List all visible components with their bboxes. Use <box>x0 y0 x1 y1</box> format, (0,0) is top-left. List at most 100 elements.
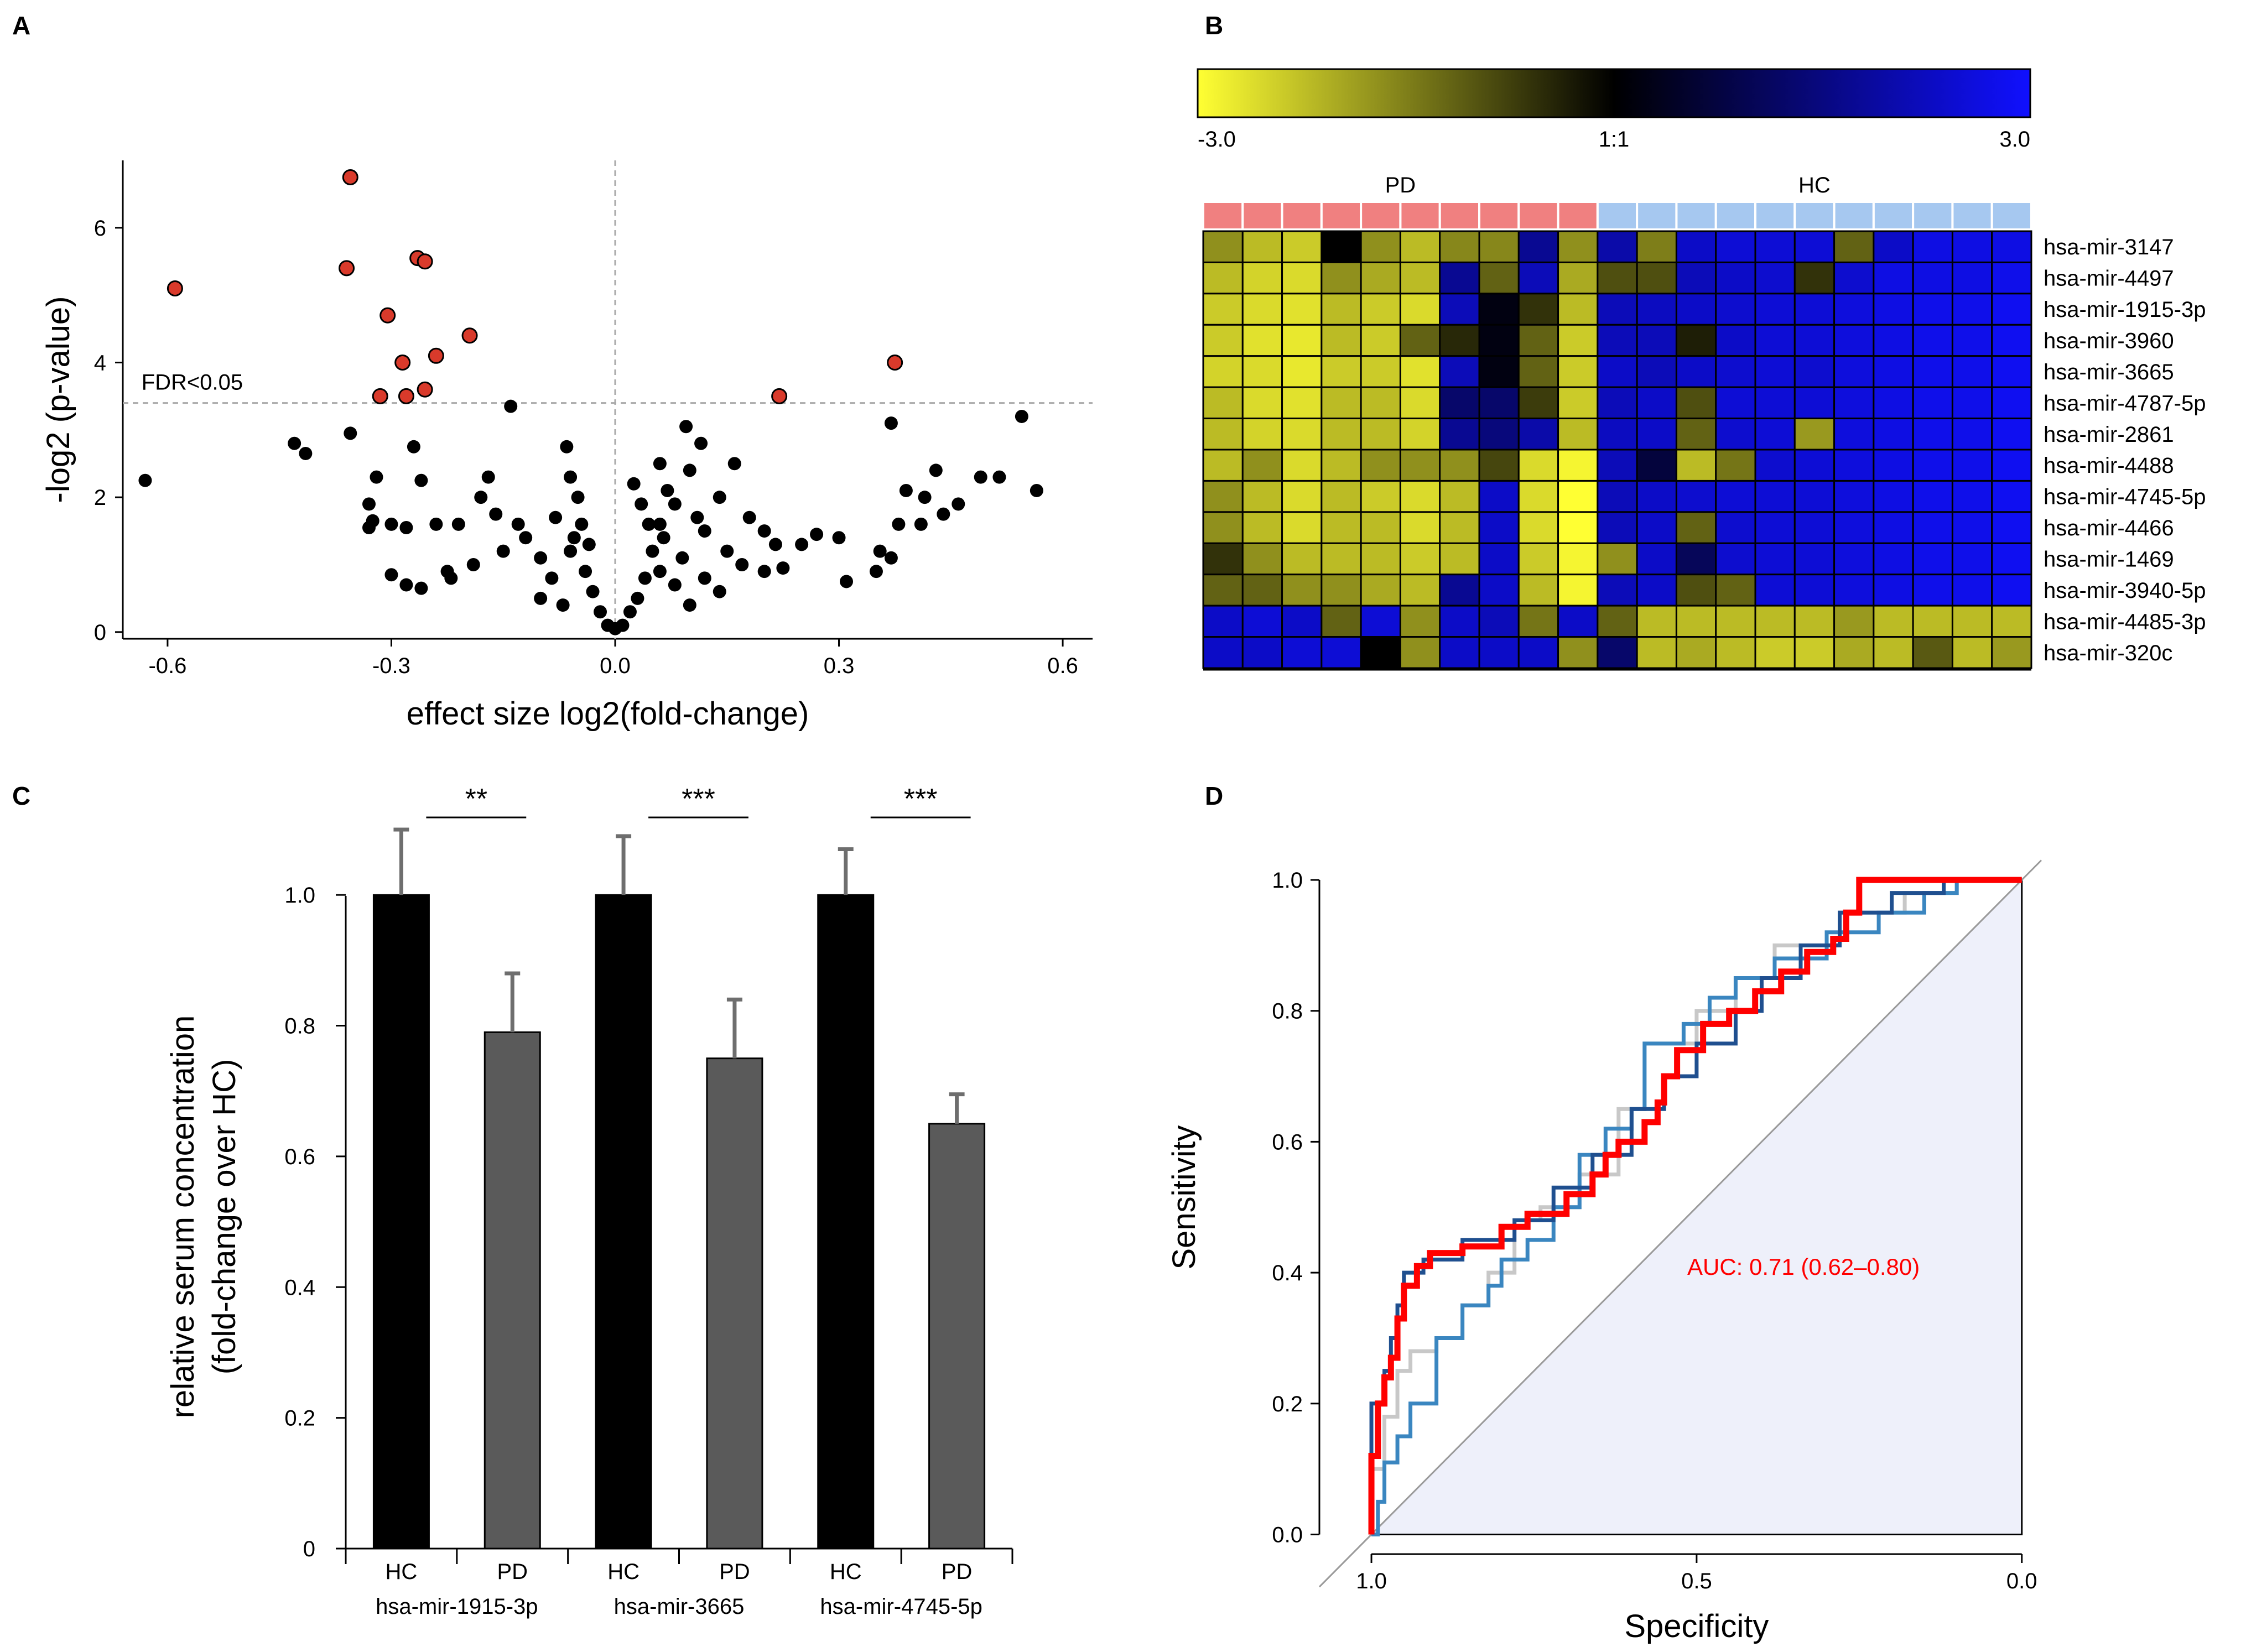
data-point <box>899 483 913 497</box>
heatmap-cell <box>1320 293 1362 326</box>
y-tick-label: 0.8 <box>1272 999 1303 1024</box>
data-point <box>675 551 689 565</box>
data-point <box>534 551 548 565</box>
heatmap-cell <box>1873 449 1914 482</box>
data-point <box>496 544 510 558</box>
heatmap-cell <box>1241 511 1283 544</box>
group-annotation-cell <box>1833 201 1875 231</box>
heatmap-cell <box>1241 480 1283 513</box>
heatmap-cell <box>1873 230 1914 263</box>
heatmap-cell <box>1241 386 1283 420</box>
heatmap-cell <box>1399 293 1441 326</box>
data-point <box>504 399 518 413</box>
y-tick-label: 0.6 <box>1272 1130 1303 1154</box>
heatmap-cell <box>1675 386 1717 420</box>
heatmap-cell <box>1675 293 1717 326</box>
data-point <box>698 524 711 538</box>
group-annotation-cell <box>1281 201 1323 231</box>
heatmap-cell <box>1754 230 1796 263</box>
group-annotation-cell <box>1320 201 1363 231</box>
heatmap-cell <box>1399 261 1441 295</box>
row-label: hsa-mir-4488 <box>2044 454 2174 478</box>
heatmap-cell <box>1636 636 1677 669</box>
data-point <box>914 517 928 531</box>
x-category-label: PD <box>719 1560 750 1584</box>
data-point <box>668 497 682 511</box>
heatmap-cell <box>1439 480 1480 513</box>
heatmap-cell <box>1715 480 1756 513</box>
color-scale-mid-label: 1:1 <box>1599 127 1630 152</box>
heatmap-cell <box>1281 355 1323 388</box>
heatmap-cell <box>1754 418 1796 451</box>
heatmap-cell <box>1202 480 1244 513</box>
heatmap-cell <box>1202 418 1244 451</box>
heatmap-cell <box>1320 636 1362 669</box>
heatmap-cell <box>1517 636 1559 669</box>
heatmap-cell <box>1754 480 1796 513</box>
heatmap-cell <box>1991 636 2032 669</box>
y-tick-label: 1.0 <box>284 883 315 908</box>
heatmap-cell <box>1636 324 1677 357</box>
significant-data-point <box>398 388 414 404</box>
bar-chart: 0 0.2 0.4 0.6 0.8 1.0 relative serum concentra… <box>165 783 1013 1619</box>
data-point <box>937 507 950 521</box>
heatmap-cell <box>1360 324 1401 357</box>
heatmap-cell <box>1793 604 1836 638</box>
heatmap-cell <box>1754 386 1796 420</box>
heatmap-cell <box>1360 355 1401 388</box>
heatmap-cell <box>1360 386 1401 420</box>
heatmap-cell <box>1202 636 1244 669</box>
heatmap-cell <box>1320 542 1362 576</box>
x-category-label: PD <box>497 1560 528 1584</box>
reference-box-line <box>1371 880 2023 1535</box>
group-annotation-cell <box>1951 201 1993 231</box>
heatmap-cell <box>1636 418 1677 451</box>
heatmap-cell <box>1873 261 1914 295</box>
heatmap-cell <box>1517 574 1559 607</box>
heatmap-cell <box>1241 355 1283 388</box>
y-tick-label: 0.2 <box>1272 1392 1303 1416</box>
heatmap-cell <box>1833 293 1875 326</box>
row-label: hsa-mir-3665 <box>2044 360 2174 384</box>
y-axis-title-line2: (fold-change over HC) <box>206 1059 242 1375</box>
significant-data-point <box>167 280 183 296</box>
data-point <box>623 605 637 619</box>
heatmap-cell <box>1991 324 2032 357</box>
heatmap-cell <box>1715 511 1756 544</box>
heatmap-cell <box>1281 293 1323 326</box>
heatmap-cell <box>1912 636 1953 669</box>
heatmap-cell <box>1281 386 1323 420</box>
heatmap-cell <box>1320 230 1362 263</box>
heatmap-cell <box>1793 542 1836 576</box>
group-annotation-cell <box>1754 201 1796 231</box>
heatmap-cell <box>1478 261 1520 295</box>
heatmap-cell <box>1951 230 1993 263</box>
row-label: hsa-mir-4787-5p <box>2044 391 2206 415</box>
heatmap-cell <box>1754 355 1796 388</box>
data-point <box>582 538 596 551</box>
heatmap-cell <box>1715 386 1756 420</box>
heatmap-cell <box>1439 636 1480 669</box>
heatmap-cell <box>1636 386 1677 420</box>
y-tick-label: 0 <box>303 1537 315 1561</box>
heatmap-cell <box>1399 386 1441 420</box>
heatmap-cell <box>1478 230 1520 263</box>
data-point <box>657 531 670 545</box>
heatmap-cell <box>1715 230 1756 263</box>
data-point <box>757 565 771 579</box>
heatmap-cell <box>1715 604 1756 638</box>
data-point <box>511 517 525 531</box>
group-annotation-cell <box>1793 201 1836 231</box>
heatmap-cell <box>1912 511 1953 544</box>
heatmap-cell <box>1951 574 1993 607</box>
data-point <box>429 517 443 531</box>
heatmap-cell <box>1597 293 1638 326</box>
heatmap-cell <box>1597 542 1638 576</box>
bar <box>817 894 875 1550</box>
data-point <box>579 565 592 579</box>
heatmap-cell <box>1991 542 2032 576</box>
data-point <box>694 436 708 450</box>
heatmap-cell <box>1833 542 1875 576</box>
group-annotation-cell <box>1675 201 1717 231</box>
heatmap-cell <box>1636 574 1677 607</box>
